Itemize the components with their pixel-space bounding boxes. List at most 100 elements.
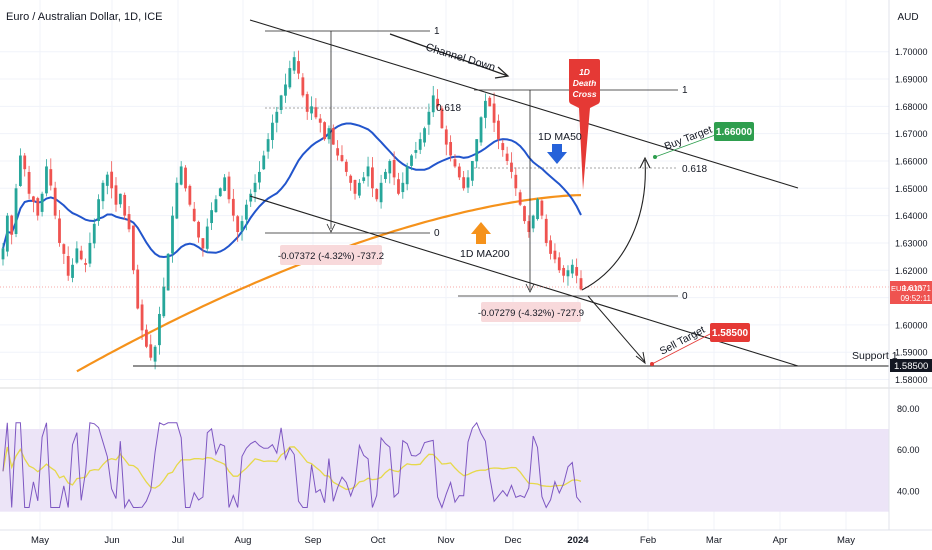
price-tick-label: 1.60000 (895, 320, 928, 330)
candle-body (179, 166, 183, 185)
ma50-label: 1D MA50 (538, 131, 582, 143)
symbol-tag: EURAUD (891, 284, 923, 293)
projection-down-arrowhead (635, 351, 646, 365)
candle-body (362, 177, 366, 181)
candle-body (249, 193, 253, 202)
candle-body (166, 253, 170, 291)
ma200-line (76, 194, 582, 373)
candle-body (453, 159, 457, 167)
candle-body (562, 267, 566, 276)
projection-curve-arrowhead (639, 156, 651, 169)
candle-body (466, 177, 470, 188)
time-tick-label: Nov (438, 535, 455, 546)
death-cross-label-1: 1D (579, 67, 590, 77)
ma50-arrow-icon (547, 144, 567, 164)
candle-body (544, 218, 548, 243)
time-tick-label: May (31, 535, 49, 546)
time-tick-label: May (837, 535, 855, 546)
time-axis[interactable]: May Jun Jul Aug Sep Oct Nov Dec 2024 Feb Mar Apr May (0, 529, 932, 546)
candle-body (32, 196, 35, 202)
candle-body (536, 199, 539, 220)
fib-right-label-1: 1 (682, 85, 688, 96)
fib-right-label-0: 0 (682, 291, 688, 302)
candle-body (136, 269, 140, 309)
channel-label: Channel Down (424, 41, 497, 74)
candle-body (1, 248, 5, 260)
price-tick-label: 1.69000 (895, 75, 928, 85)
candle-body (479, 117, 483, 143)
candle-body (444, 129, 448, 145)
candle-body (457, 166, 461, 178)
price-tick-label: 1.70000 (895, 47, 928, 57)
price-tick-label: 1.59000 (895, 348, 928, 358)
candle-body (210, 210, 214, 224)
candle-body (431, 95, 435, 113)
candle-body (66, 256, 70, 276)
candle-body (53, 187, 57, 216)
candle-body (501, 143, 505, 151)
currency-label: AUD (897, 12, 918, 23)
fib-right-measure: -0.07279 (-4.32%) -727.9 (478, 308, 584, 319)
sell-target-value: 1.58500 (712, 328, 749, 339)
candle-body (244, 204, 248, 220)
candle-body (492, 103, 496, 123)
time-tick-label: Oct (371, 535, 386, 546)
rsi-tick-label: 60.00 (897, 445, 920, 455)
countdown: 09:52:11 (900, 294, 931, 303)
sell-target-badge (710, 323, 750, 342)
candle-body (231, 198, 235, 216)
candle-body (410, 155, 413, 166)
candle-body (436, 98, 439, 107)
rsi-pane (0, 387, 932, 512)
candle-body (197, 221, 200, 238)
buy-target-value: 1.66000 (716, 127, 753, 138)
candle-body (266, 139, 270, 152)
channel-direction-arrow (389, 33, 509, 77)
candle-body (262, 155, 266, 170)
fib-left-label-0: 0 (434, 228, 440, 239)
ma200-label: 1D MA200 (460, 248, 510, 260)
time-tick-label: Jul (172, 535, 184, 546)
buy-target-point (653, 155, 657, 159)
fib-left-measure: -0.07372 (-4.32%) -737.2 (278, 251, 384, 262)
candle-body (549, 240, 552, 254)
candle-body (223, 177, 227, 191)
candles (1, 50, 583, 370)
price-tick-label: 1.67000 (895, 129, 928, 139)
fib-left-arrow (326, 223, 336, 233)
candle-body (123, 194, 127, 216)
candle-body (523, 206, 526, 222)
fib-right-arrow (525, 283, 535, 293)
candle-body (131, 225, 135, 271)
price-tick-label: 1.66000 (895, 156, 928, 166)
support-label: Support 1 (852, 350, 898, 362)
candle-body (88, 242, 92, 264)
candle-body (331, 128, 335, 145)
candle-body (397, 179, 400, 194)
candle-body (370, 167, 374, 189)
candle-body (258, 171, 261, 183)
candle-body (518, 192, 522, 205)
candle-body (353, 179, 357, 194)
time-tick-label: Aug (235, 535, 252, 546)
candle-body (84, 263, 87, 265)
candle-body (575, 267, 579, 276)
candle-body (192, 208, 196, 222)
death-cross-marker (569, 59, 600, 190)
candle-body (14, 188, 18, 235)
rsi-tick-label: 40.00 (897, 487, 920, 497)
time-tick-label: Apr (773, 535, 788, 546)
candle-body (449, 142, 453, 156)
candle-body (488, 97, 492, 107)
candle-body (288, 68, 292, 88)
price-axis[interactable]: AUD 1.70000 1.69000 1.68000 1.67000 1.66000 1… (888, 0, 928, 530)
last-price: 1.61371 (902, 284, 931, 293)
candle-body (275, 111, 279, 123)
candle-body (284, 84, 287, 96)
candle-body (553, 250, 557, 260)
candle-body (101, 182, 105, 202)
candle-body (349, 175, 353, 183)
candle-body (440, 108, 444, 129)
candle-body (110, 171, 114, 189)
